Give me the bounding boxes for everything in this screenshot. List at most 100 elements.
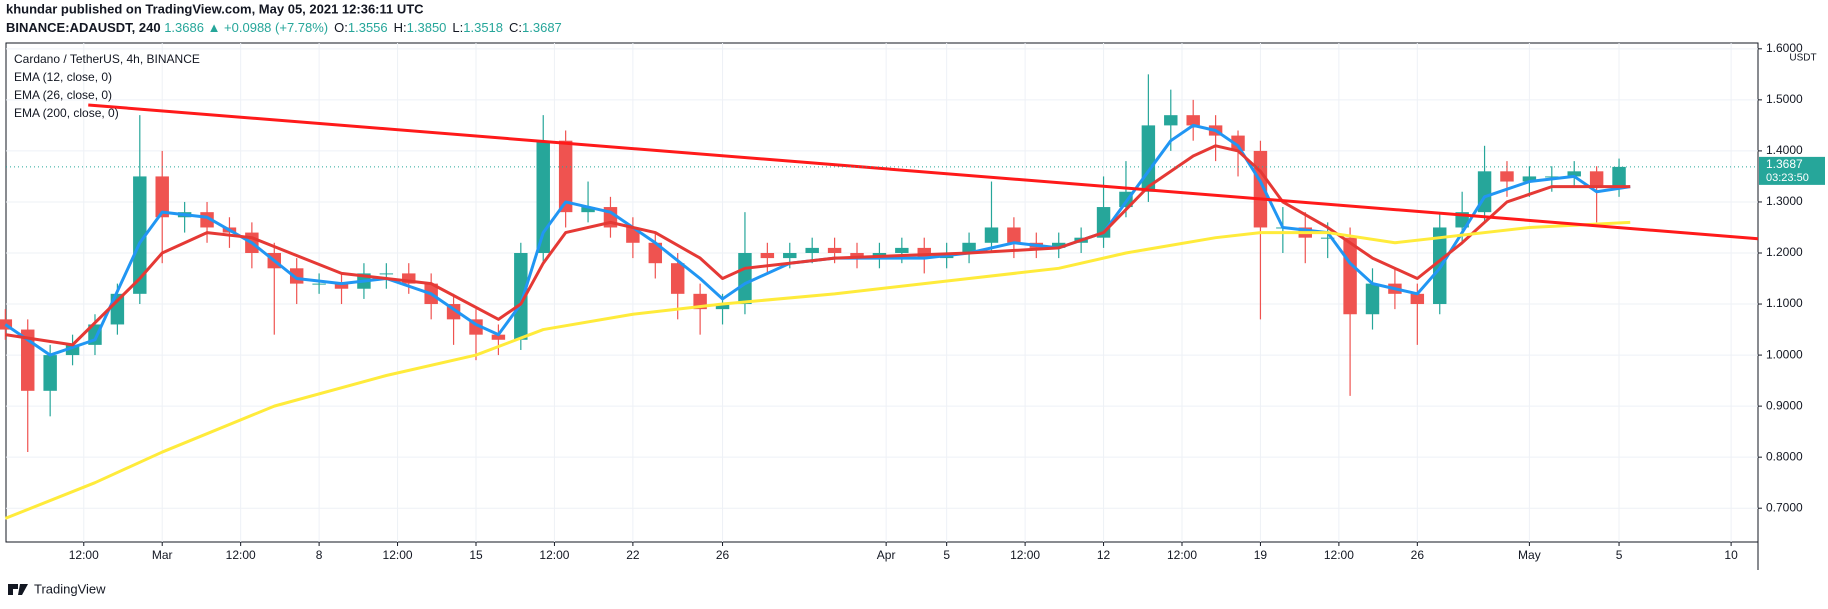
candle-body [984, 227, 999, 243]
candle-body [1343, 237, 1357, 315]
candle-body [850, 252, 864, 259]
candle-body [379, 273, 394, 275]
last-price-label: 1.3687 [1766, 157, 1803, 171]
x-tick-label: 12:00 [226, 548, 256, 562]
y-tick-label: 1.3000 [1766, 194, 1803, 208]
y-tick-label: 0.9000 [1766, 398, 1803, 412]
ohlc-label: H: [394, 20, 407, 35]
ema-line [5, 144, 1631, 347]
candle-body [536, 140, 550, 253]
symbol: BINANCE:ADAUSDT, 240 [6, 20, 161, 35]
candle-body [962, 242, 976, 253]
candle-body [1365, 283, 1380, 315]
x-tick-label: 12:00 [69, 548, 99, 562]
x-tick-label: Apr [877, 548, 896, 562]
candle-body [21, 329, 35, 391]
x-tick-label: 22 [626, 548, 640, 562]
ohlc-value: 1.3850 [407, 20, 447, 35]
legend-entry: EMA (200, close, 0) [14, 106, 119, 120]
x-tick-label: 12:00 [1324, 548, 1354, 562]
x-tick-label: 5 [1616, 548, 1623, 562]
y-tick-label: 1.4000 [1766, 143, 1803, 157]
x-tick-label: 12:00 [539, 548, 569, 562]
publisher: khundar published on TradingView.com, Ma… [6, 1, 424, 16]
candle-body [43, 355, 57, 391]
candle-body [402, 273, 416, 284]
candle-body [558, 140, 573, 213]
candle-body [65, 344, 80, 356]
y-tick-label: 1.5000 [1766, 92, 1803, 106]
candle-body [1500, 171, 1514, 182]
candle-body [917, 247, 931, 259]
ohlc-label: O: [334, 20, 348, 35]
x-tick-label: 19 [1254, 548, 1268, 562]
candle-body [1320, 237, 1335, 239]
x-tick-label: 15 [469, 548, 483, 562]
candle-body [715, 304, 730, 310]
candle-body [760, 252, 775, 259]
y-tick-label: 0.8000 [1766, 449, 1803, 463]
legend-entry: EMA (12, close, 0) [14, 70, 112, 84]
ohlc: O:1.3556 H:1.3850 L:1.3518 C:1.3687 [334, 20, 562, 35]
y-tick-label: 1.6000 [1766, 41, 1803, 55]
y-tick-label: 1.1000 [1766, 296, 1803, 310]
footer-brand: TradingView [34, 581, 106, 596]
ema-line [4, 123, 1631, 357]
x-tick-label: 12:00 [1010, 548, 1040, 562]
y-tick-label: 1.2000 [1766, 245, 1803, 259]
x-tick-label: 5 [943, 548, 950, 562]
countdown: 03:23:50 [1766, 172, 1809, 184]
candle-body [334, 283, 349, 289]
candle-body [1522, 176, 1537, 182]
candle-body [1567, 171, 1581, 177]
candle-body [581, 207, 595, 213]
ema-line [4, 220, 1631, 520]
x-tick-label: 10 [1724, 548, 1738, 562]
trendline [88, 103, 1759, 241]
chart-title: Cardano / TetherUS, 4h, BINANCE [14, 52, 200, 66]
ohlc-label: C: [509, 20, 522, 35]
x-tick-label: 26 [716, 548, 730, 562]
candle-body [1410, 293, 1425, 305]
legend-entry: EMA (26, close, 0) [14, 88, 112, 102]
candle-body [1545, 176, 1559, 178]
candle-body [1186, 115, 1200, 126]
candle-body [1007, 227, 1021, 243]
x-tick-label: 12:00 [1167, 548, 1197, 562]
last-price-box [1759, 156, 1825, 185]
x-tick-label: 12:00 [383, 548, 413, 562]
candle-body [514, 252, 528, 340]
symbol-line: BINANCE:ADAUSDT, 240 1.3686 ▲ +0.0988 (+… [6, 20, 562, 35]
y-unit: USDT [1789, 53, 1816, 64]
candle-body [783, 252, 797, 259]
candle-body [895, 247, 909, 253]
candle-body [670, 263, 685, 294]
candle-body [155, 176, 169, 218]
candle-body [1612, 166, 1626, 187]
x-tick-label: 26 [1411, 548, 1425, 562]
ohlc-value: 1.3687 [522, 20, 562, 35]
logo [8, 584, 28, 595]
ohlc-value: 1.3556 [348, 20, 388, 35]
candle-body [1231, 135, 1245, 151]
candle-body [738, 252, 752, 305]
candle-body [1052, 242, 1066, 248]
candle-body [805, 247, 819, 253]
ohlc-label: L: [452, 20, 463, 35]
ohlc-value: 1.3518 [463, 20, 503, 35]
candle-body [827, 247, 842, 253]
y-tick-label: 1.0000 [1766, 347, 1803, 361]
candle-body [648, 242, 663, 264]
candle-body [1164, 115, 1178, 126]
change: 1.3686 ▲ +0.0988 (+7.78%) [164, 20, 328, 35]
candle-body [1589, 171, 1604, 187]
plot-frame [5, 42, 1759, 543]
candle-body [312, 283, 326, 285]
x-tick-label: Mar [152, 548, 173, 562]
x-tick-label: 8 [316, 548, 323, 562]
x-tick-label: May [1518, 548, 1541, 562]
candle-body [133, 176, 147, 294]
y-tick-label: 0.7000 [1766, 500, 1803, 514]
candle-body [491, 334, 506, 340]
